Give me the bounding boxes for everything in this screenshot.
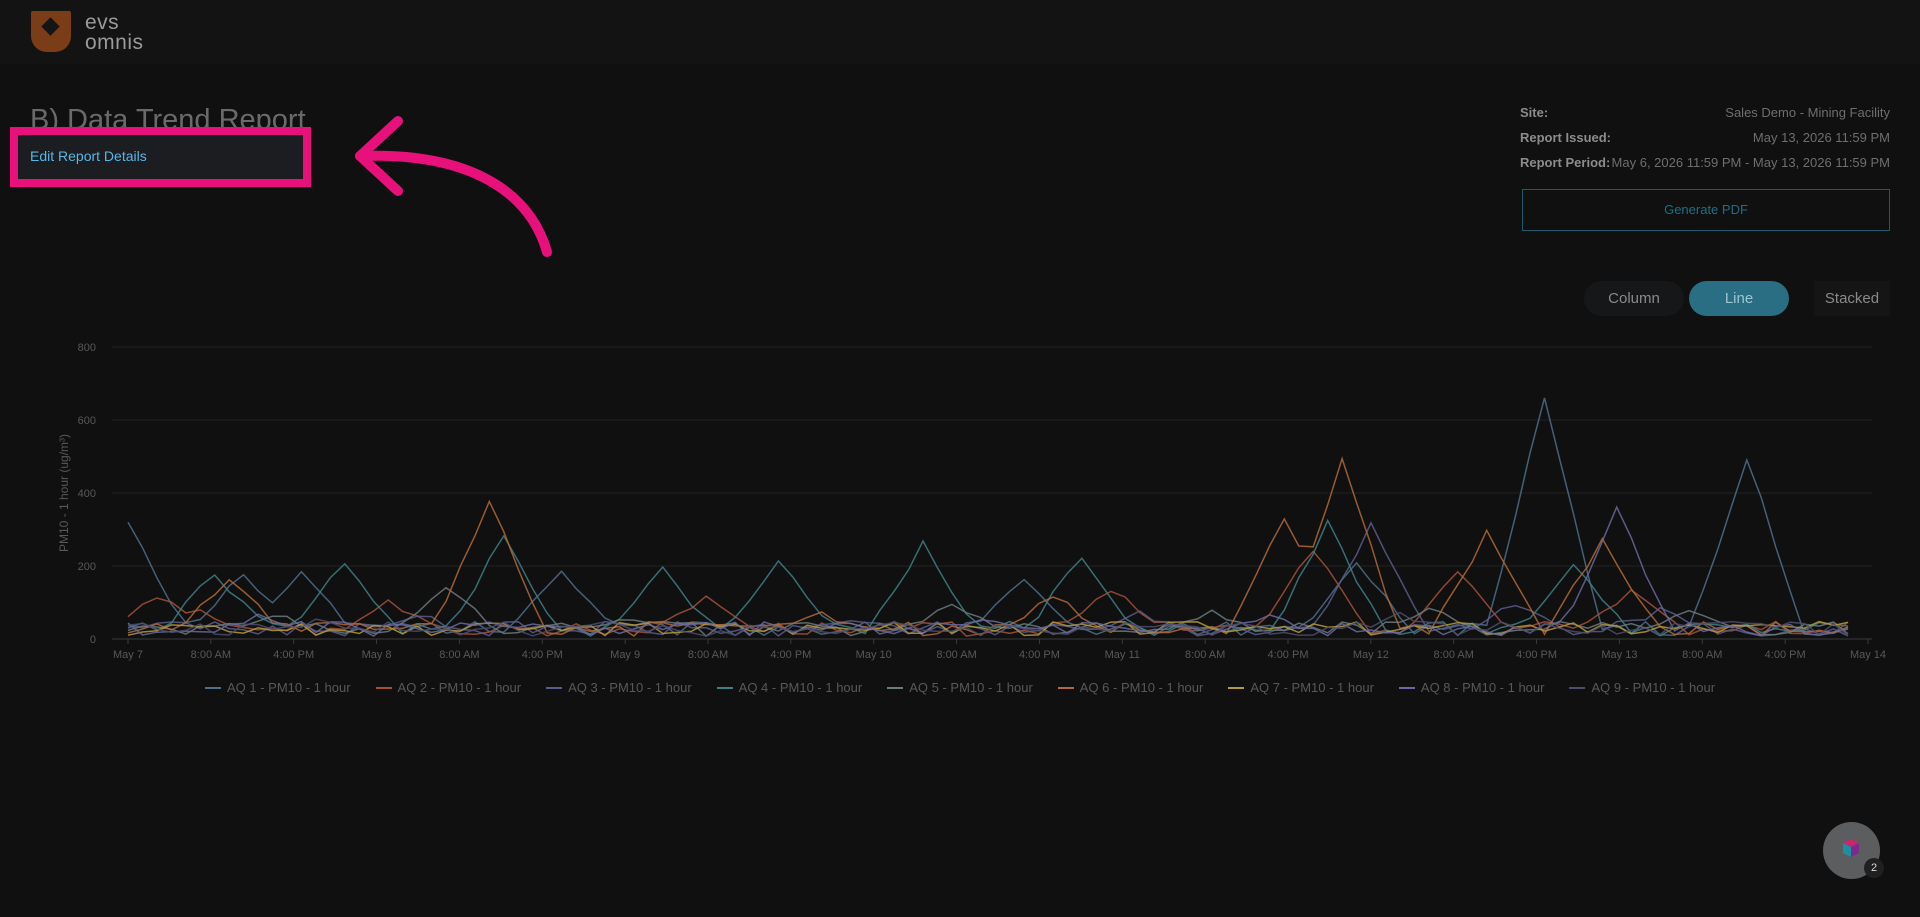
legend-item[interactable]: AQ 6 - PM10 - 1 hour [1057, 680, 1204, 695]
legend-label: AQ 7 - PM10 - 1 hour [1250, 680, 1374, 695]
y-axis-title: PM10 - 1 hour (ug/m³) [57, 434, 71, 552]
assistant-notification-badge: 2 [1864, 858, 1884, 878]
series-line-5 [127, 586, 1849, 638]
legend-label: AQ 8 - PM10 - 1 hour [1420, 680, 1545, 695]
site-row: Site: Sales Demo - Mining Facility [1520, 104, 1890, 129]
report-issued-label: Report Issued: [1520, 130, 1612, 145]
legend-item[interactable]: AQ 3 - PM10 - 1 hour [546, 680, 692, 695]
series-line-3 [127, 521, 1849, 637]
y-tick-label: 400 [78, 488, 96, 500]
generate-pdf-button[interactable]: Generate PDF [1522, 189, 1890, 231]
legend-label: AQ 2 - PM10 - 1 hour [397, 680, 522, 695]
x-tick-label: 4:00 PM [522, 649, 563, 661]
legend-swatch [887, 686, 904, 689]
series-line-1 [127, 397, 1849, 637]
series-line-6 [127, 456, 1849, 637]
x-tick-label: 4:00 PM [770, 649, 811, 661]
brand-line-1: evs [85, 11, 120, 34]
x-tick-label: 4:00 PM [1516, 649, 1557, 661]
chart-type-line-button[interactable]: Line [1689, 281, 1789, 316]
y-tick-label: 800 [78, 342, 96, 354]
x-tick-label: May 9 [610, 649, 640, 661]
brand-wordmark[interactable]: evs omnis [85, 11, 144, 54]
legend-swatch [1569, 686, 1586, 689]
legend-label: AQ 6 - PM10 - 1 hour [1079, 680, 1204, 695]
legend-item[interactable]: AQ 4 - PM10 - 1 hour [716, 680, 863, 695]
series-line-9 [127, 611, 1849, 637]
logo-diamond-shape [41, 17, 60, 36]
legend-item[interactable]: AQ 7 - PM10 - 1 hour [1228, 680, 1374, 695]
x-tick-label: 4:00 PM [1019, 649, 1060, 661]
top-navigation-bar [0, 0, 1920, 64]
report-period-row: Report Period: May 6, 2026 11:59 PM - Ma… [1520, 154, 1890, 179]
brand-line-2: omnis [85, 31, 144, 54]
legend-item[interactable]: AQ 1 - PM10 - 1 hour [204, 680, 351, 695]
report-metadata: Site: Sales Demo - Mining Facility Repor… [1520, 104, 1890, 179]
y-tick-label: 200 [78, 561, 96, 573]
series-line-4 [127, 518, 1849, 637]
legend-label: AQ 5 - PM10 - 1 hour [909, 680, 1033, 695]
x-tick-label: 8:00 AM [1434, 649, 1474, 661]
x-tick-label: May 13 [1601, 649, 1637, 661]
legend-swatch [1057, 686, 1074, 689]
legend-label: AQ 1 - PM10 - 1 hour [226, 680, 351, 695]
x-tick-label: May 10 [856, 649, 892, 661]
chart-type-stacked-button[interactable]: Stacked [1814, 281, 1890, 316]
x-tick-label: 4:00 PM [1268, 649, 1309, 661]
y-tick-label: 0 [90, 634, 96, 646]
legend-item[interactable]: AQ 8 - PM10 - 1 hour [1398, 680, 1545, 695]
assistant-cube-icon [1843, 839, 1859, 857]
series-line-8 [127, 505, 1849, 637]
chart-legend: AQ 1 - PM10 - 1 hour AQ 2 - PM10 - 1 hour… [0, 680, 1920, 695]
site-label: Site: [1520, 105, 1549, 120]
edit-report-details-link[interactable]: Edit Report Details [30, 148, 147, 164]
x-tick-label: 4:00 PM [1765, 649, 1806, 661]
x-tick-label: May 14 [1850, 649, 1886, 661]
evs-omnis-logo-icon[interactable] [31, 11, 71, 52]
x-tick-label: 8:00 AM [936, 649, 976, 661]
legend-item[interactable]: AQ 9 - PM10 - 1 hour [1569, 680, 1715, 695]
x-tick-label: 8:00 AM [688, 649, 728, 661]
x-tick-label: May 12 [1353, 649, 1389, 661]
x-tick-label: 8:00 AM [1682, 649, 1722, 661]
pm10-line-chart: PM10 - 1 hour (ug/m³) 0 200 400 600 800 May 7 8… [57, 342, 1886, 661]
legend-label: AQ 3 - PM10 - 1 hour [568, 680, 692, 695]
legend-swatch [1398, 686, 1415, 689]
legend-swatch [375, 686, 392, 689]
x-tick-label: 8:00 AM [1185, 649, 1225, 661]
legend-label: AQ 9 - PM10 - 1 hour [1591, 680, 1716, 695]
chart-type-column-button[interactable]: Column [1584, 281, 1684, 316]
legend-label: AQ 4 - PM10 - 1 hour [738, 680, 863, 695]
y-tick-label: 600 [78, 415, 96, 427]
report-issued-value: May 13, 2026 11:59 PM [1752, 130, 1890, 145]
x-tick-label: May 7 [113, 649, 143, 661]
edit-report-details-highlight [10, 127, 311, 187]
x-tick-label: May 11 [1105, 649, 1140, 661]
legend-item[interactable]: AQ 2 - PM10 - 1 hour [375, 680, 522, 695]
legend-swatch [204, 686, 221, 689]
legend-item[interactable]: AQ 5 - PM10 - 1 hour [887, 680, 1033, 695]
x-tick-label: May 8 [362, 649, 392, 661]
report-period-label: Report Period: [1520, 155, 1611, 170]
pointer-arrow-icon [355, 116, 552, 257]
site-value: Sales Demo - Mining Facility [1725, 105, 1890, 120]
x-tick-label: 8:00 AM [439, 649, 479, 661]
x-tick-label: 8:00 AM [191, 649, 231, 661]
legend-swatch [716, 686, 733, 689]
legend-swatch [1228, 686, 1245, 689]
legend-swatch [546, 686, 563, 689]
report-issued-row: Report Issued: May 13, 2026 11:59 PM [1520, 129, 1890, 154]
x-tick-label: 4:00 PM [273, 649, 314, 661]
report-period-value: May 6, 2026 11:59 PM - May 13, 2026 11:5… [1611, 155, 1890, 170]
